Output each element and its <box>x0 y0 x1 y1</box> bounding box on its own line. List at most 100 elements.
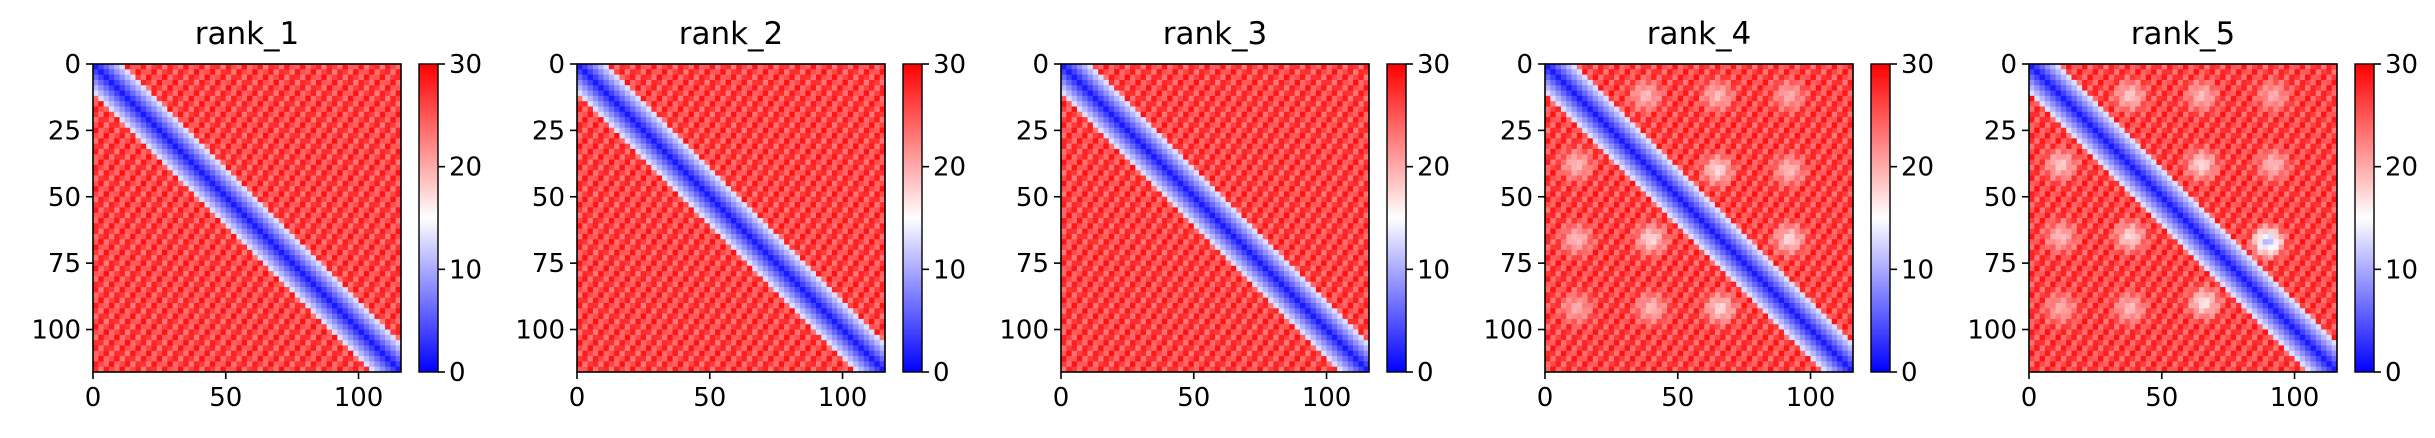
heatmap-cell <box>321 223 327 229</box>
heatmap-cell <box>332 292 338 298</box>
heatmap-cell <box>380 361 386 367</box>
heatmap-cell <box>289 170 295 176</box>
heatmap-cell <box>157 75 163 81</box>
heatmap-cell <box>848 96 854 102</box>
heatmap-cell <box>588 181 594 187</box>
heatmap-cell <box>242 191 248 197</box>
heatmap-cell <box>104 361 110 367</box>
heatmap-cell <box>284 356 290 362</box>
heatmap-cell <box>93 197 99 203</box>
heatmap-cell <box>678 165 684 171</box>
heatmap-cell <box>758 202 764 208</box>
heatmap-cell <box>678 80 684 86</box>
heatmap-cell <box>109 298 115 304</box>
heatmap-cell <box>93 345 99 351</box>
heatmap-cell <box>109 276 115 282</box>
heatmap-cell <box>167 239 173 245</box>
heatmap-cell <box>736 176 742 182</box>
heatmap-cell <box>295 319 301 325</box>
heatmap-cell <box>327 276 333 282</box>
heatmap-cell <box>93 170 99 176</box>
heatmap-cell <box>742 149 748 155</box>
heatmap-cell <box>380 112 386 118</box>
heatmap-cell <box>300 160 306 166</box>
heatmap-cell <box>641 80 647 86</box>
heatmap-cell <box>604 64 610 70</box>
heatmap-cell <box>625 122 631 128</box>
heatmap-cell <box>715 165 721 171</box>
heatmap-cell <box>151 245 157 251</box>
heatmap-cell <box>151 319 157 325</box>
heatmap-cell <box>162 64 168 70</box>
heatmap-cell <box>625 207 631 213</box>
heatmap-cell <box>337 303 343 309</box>
heatmap-cell <box>300 85 306 91</box>
heatmap-cell <box>343 239 349 245</box>
heatmap-cell <box>114 69 120 75</box>
heatmap-cell <box>242 292 248 298</box>
heatmap-cell <box>789 64 795 70</box>
heatmap-cell <box>258 292 264 298</box>
heatmap-cell <box>210 266 216 272</box>
heatmap-cell <box>635 149 641 155</box>
heatmap-cell <box>321 75 327 81</box>
heatmap-cell <box>178 250 184 256</box>
heatmap-cell <box>715 117 721 123</box>
heatmap-cell <box>178 160 184 166</box>
heatmap-cell <box>114 361 120 367</box>
heatmap-cell <box>305 191 311 197</box>
heatmap-cell <box>109 165 115 171</box>
heatmap-cell <box>337 207 343 213</box>
heatmap-cell <box>343 245 349 251</box>
heatmap-cell <box>194 207 200 213</box>
heatmap-cell <box>353 181 359 187</box>
heatmap-cell <box>268 64 274 70</box>
heatmap-cell <box>625 149 631 155</box>
heatmap-cell <box>752 128 758 134</box>
heatmap-cell <box>189 91 195 97</box>
heatmap-cell <box>789 154 795 160</box>
heatmap-cell <box>220 330 226 336</box>
heatmap-cell <box>715 197 721 203</box>
heatmap-cell <box>263 106 269 112</box>
heatmap-cell <box>853 80 859 86</box>
heatmap-cell <box>327 197 333 203</box>
heatmap-cell <box>284 202 290 208</box>
heatmap-cell <box>332 133 338 139</box>
heatmap-cell <box>220 202 226 208</box>
heatmap-cell <box>141 112 147 118</box>
heatmap-cell <box>231 128 237 134</box>
heatmap-cell <box>630 191 636 197</box>
heatmap-cell <box>183 197 189 203</box>
heatmap-cell <box>316 80 322 86</box>
heatmap-cell <box>651 106 657 112</box>
heatmap-cell <box>157 144 163 150</box>
heatmap-cell <box>385 133 391 139</box>
heatmap-cell <box>252 69 258 75</box>
heatmap-cell <box>167 128 173 134</box>
heatmap-cell <box>268 330 274 336</box>
heatmap-cell <box>662 186 668 192</box>
heatmap-cell <box>220 64 226 70</box>
heatmap-cell <box>380 218 386 224</box>
heatmap-cell <box>614 191 620 197</box>
heatmap-cell <box>811 191 817 197</box>
heatmap-cell <box>226 324 232 330</box>
heatmap-cell <box>337 160 343 166</box>
heatmap-cell <box>758 75 764 81</box>
heatmap-cell <box>662 122 668 128</box>
heatmap-cell <box>135 101 141 107</box>
heatmap-cell <box>380 351 386 357</box>
heatmap-cell <box>343 85 349 91</box>
heatmap-cell <box>758 170 764 176</box>
heatmap-cell <box>614 197 620 203</box>
heatmap-cell <box>715 64 721 70</box>
heatmap-cell <box>848 181 854 187</box>
heatmap-cell <box>390 340 396 346</box>
heatmap-cell <box>173 69 179 75</box>
heatmap-cell <box>630 75 636 81</box>
heatmap-cell <box>348 69 354 75</box>
heatmap-cell <box>369 197 375 203</box>
heatmap-cell <box>864 96 870 102</box>
heatmap-cell <box>364 112 370 118</box>
